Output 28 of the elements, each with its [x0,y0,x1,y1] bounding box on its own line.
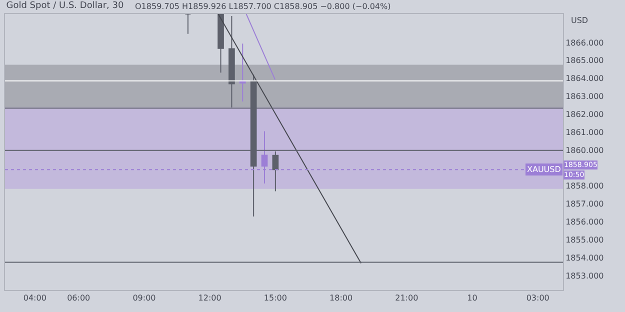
x-tick-label: 18:00 [330,294,353,303]
y-tick-label: 1854.000 [566,253,604,262]
y-tick-label: 1860.000 [566,146,604,155]
y-tick-label: 1865.000 [566,56,604,66]
candlestick [218,14,224,74]
y-tick-label: 1862.000 [566,110,604,119]
x-tick-label: 03:00 [526,294,550,303]
x-tick-label: 09:00 [132,294,156,303]
y-tick-label: 1855.000 [566,235,604,244]
y-tick-label: 1856.000 [566,218,604,227]
x-tick-label: 10 [467,294,478,303]
chart-title: Gold Spot / U.S. Dollar, 30 [6,0,124,11]
y-tick-label: 1863.000 [566,92,604,102]
x-tick-label: 04:00 [23,294,46,303]
text: USD [571,16,588,25]
x-tick-label: 21:00 [395,294,418,303]
candlestick [239,43,246,102]
y-tick-label: 1853.000 [566,271,604,280]
y-tick-label: 1866.000 [566,38,604,48]
ref-line-label: XAUUSD [527,165,561,174]
x-tick-label: 15:00 [264,294,287,303]
y-tick-label: 1857.000 [566,200,604,209]
text: O1859.705 H1859.926 L1857.700 C1858.905 −0.800 (−0.04%) [135,2,391,11]
y-tick-label: 1858.000 [566,182,604,191]
y-tick-label: 1861.000 [566,128,604,137]
x-tick-label: 12:00 [198,294,222,303]
y-tick-label: 1864.000 [566,74,604,84]
x-tick-label: 06:00 [67,294,90,303]
